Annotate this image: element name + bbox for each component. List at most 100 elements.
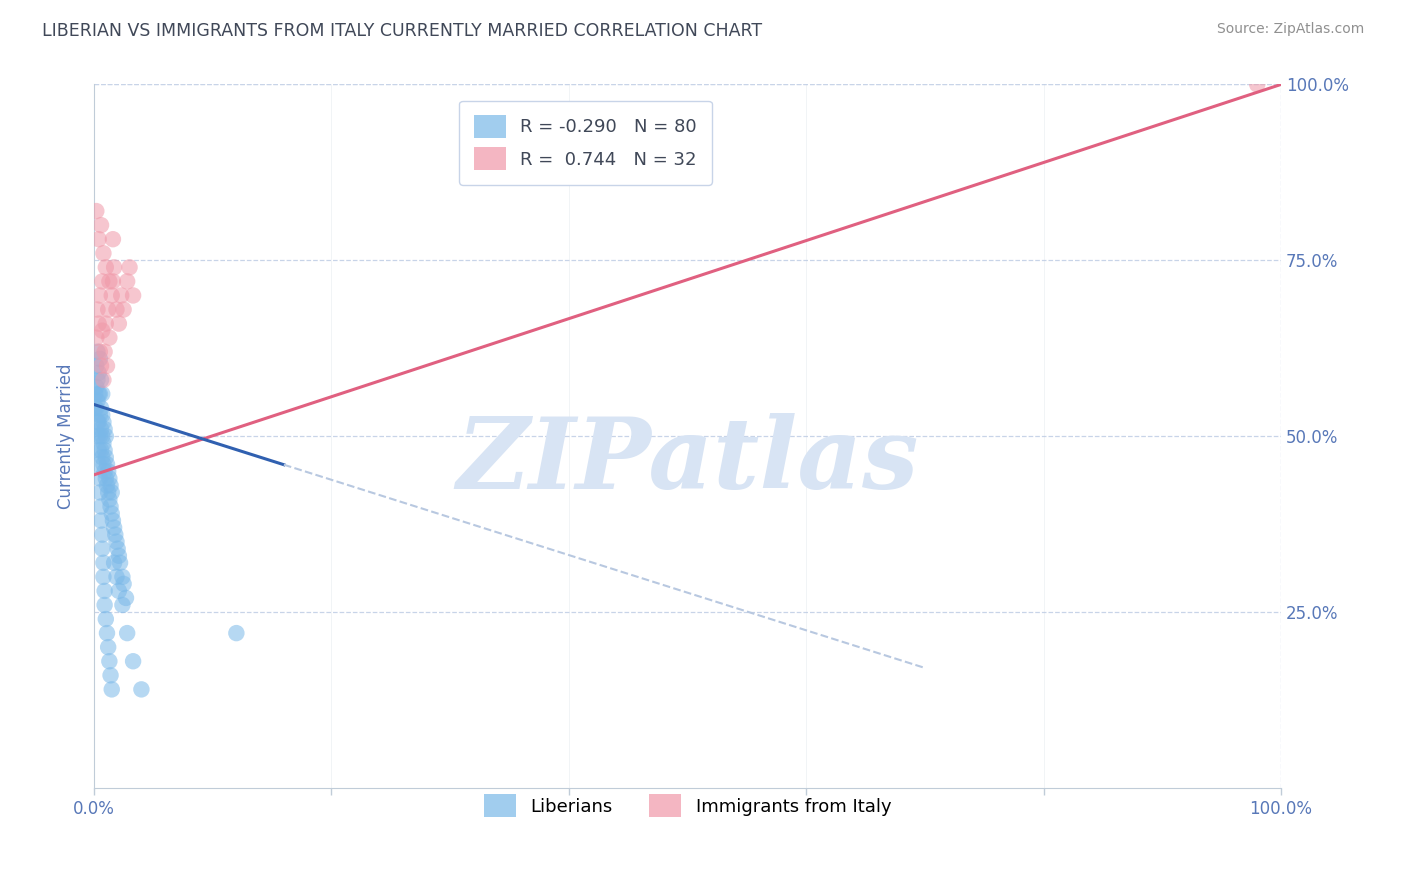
Point	[84, 359, 107, 373]
Point	[111, 570, 134, 584]
Point	[131, 682, 153, 697]
Point	[89, 288, 111, 302]
Point	[91, 429, 114, 443]
Point	[97, 464, 120, 478]
Point	[91, 387, 114, 401]
Point	[100, 507, 122, 521]
Point	[87, 458, 110, 472]
Text: LIBERIAN VS IMMIGRANTS FROM ITALY CURRENTLY MARRIED CORRELATION CHART: LIBERIAN VS IMMIGRANTS FROM ITALY CURREN…	[42, 22, 762, 40]
Point	[86, 394, 108, 409]
Point	[94, 471, 117, 485]
Point	[93, 458, 115, 472]
Point	[84, 204, 107, 219]
Point	[93, 556, 115, 570]
Point	[93, 373, 115, 387]
Point	[90, 218, 112, 232]
Point	[89, 387, 111, 401]
Point	[91, 274, 114, 288]
Point	[90, 443, 112, 458]
Point	[98, 654, 121, 668]
Point	[93, 598, 115, 612]
Point	[90, 359, 112, 373]
Point	[90, 500, 112, 514]
Point	[94, 260, 117, 275]
Point	[100, 288, 122, 302]
Point	[103, 260, 125, 275]
Point	[97, 640, 120, 655]
Point	[96, 458, 118, 472]
Point	[93, 436, 115, 450]
Point	[94, 317, 117, 331]
Point	[118, 260, 141, 275]
Point	[107, 541, 129, 556]
Point	[100, 668, 122, 682]
Point	[112, 302, 135, 317]
Point	[101, 232, 124, 246]
Point	[91, 527, 114, 541]
Point	[87, 317, 110, 331]
Point	[93, 246, 115, 260]
Point	[87, 443, 110, 458]
Point	[89, 485, 111, 500]
Point	[90, 514, 112, 528]
Point	[86, 415, 108, 429]
Point	[105, 302, 128, 317]
Point	[90, 422, 112, 436]
Point	[93, 583, 115, 598]
Point	[86, 302, 108, 317]
Point	[122, 288, 145, 302]
Point	[93, 443, 115, 458]
Point	[86, 373, 108, 387]
Point	[100, 478, 122, 492]
Point	[101, 274, 124, 288]
Point	[101, 514, 124, 528]
Point	[84, 380, 107, 394]
Point	[225, 626, 247, 640]
Point	[89, 408, 111, 422]
Point	[97, 302, 120, 317]
Point	[84, 387, 107, 401]
Point	[90, 401, 112, 415]
Point	[89, 351, 111, 366]
Point	[89, 471, 111, 485]
Point	[87, 415, 110, 429]
Point	[122, 654, 145, 668]
Point	[115, 591, 138, 605]
Point	[98, 331, 121, 345]
Point	[93, 344, 115, 359]
Point	[1246, 78, 1268, 92]
Point	[91, 541, 114, 556]
Legend: Liberians, Immigrants from Italy: Liberians, Immigrants from Italy	[477, 787, 898, 824]
Point	[100, 500, 122, 514]
Point	[98, 274, 121, 288]
Point	[93, 570, 115, 584]
Point	[104, 527, 127, 541]
Point	[108, 556, 131, 570]
Point	[108, 317, 131, 331]
Text: ZIPatlas: ZIPatlas	[457, 412, 918, 509]
Point	[103, 556, 125, 570]
Point	[98, 492, 121, 507]
Point	[105, 534, 128, 549]
Point	[93, 464, 115, 478]
Point	[94, 612, 117, 626]
Point	[96, 478, 118, 492]
Point	[115, 274, 138, 288]
Point	[94, 450, 117, 465]
Point	[93, 422, 115, 436]
Text: Source: ZipAtlas.com: Source: ZipAtlas.com	[1216, 22, 1364, 37]
Point	[108, 583, 131, 598]
Point	[90, 373, 112, 387]
Point	[105, 570, 128, 584]
Point	[89, 344, 111, 359]
Point	[89, 429, 111, 443]
Point	[84, 331, 107, 345]
Point	[91, 408, 114, 422]
Point	[87, 366, 110, 380]
Point	[87, 387, 110, 401]
Point	[87, 232, 110, 246]
Point	[110, 288, 132, 302]
Point	[115, 626, 138, 640]
Point	[91, 450, 114, 465]
Point	[112, 577, 135, 591]
